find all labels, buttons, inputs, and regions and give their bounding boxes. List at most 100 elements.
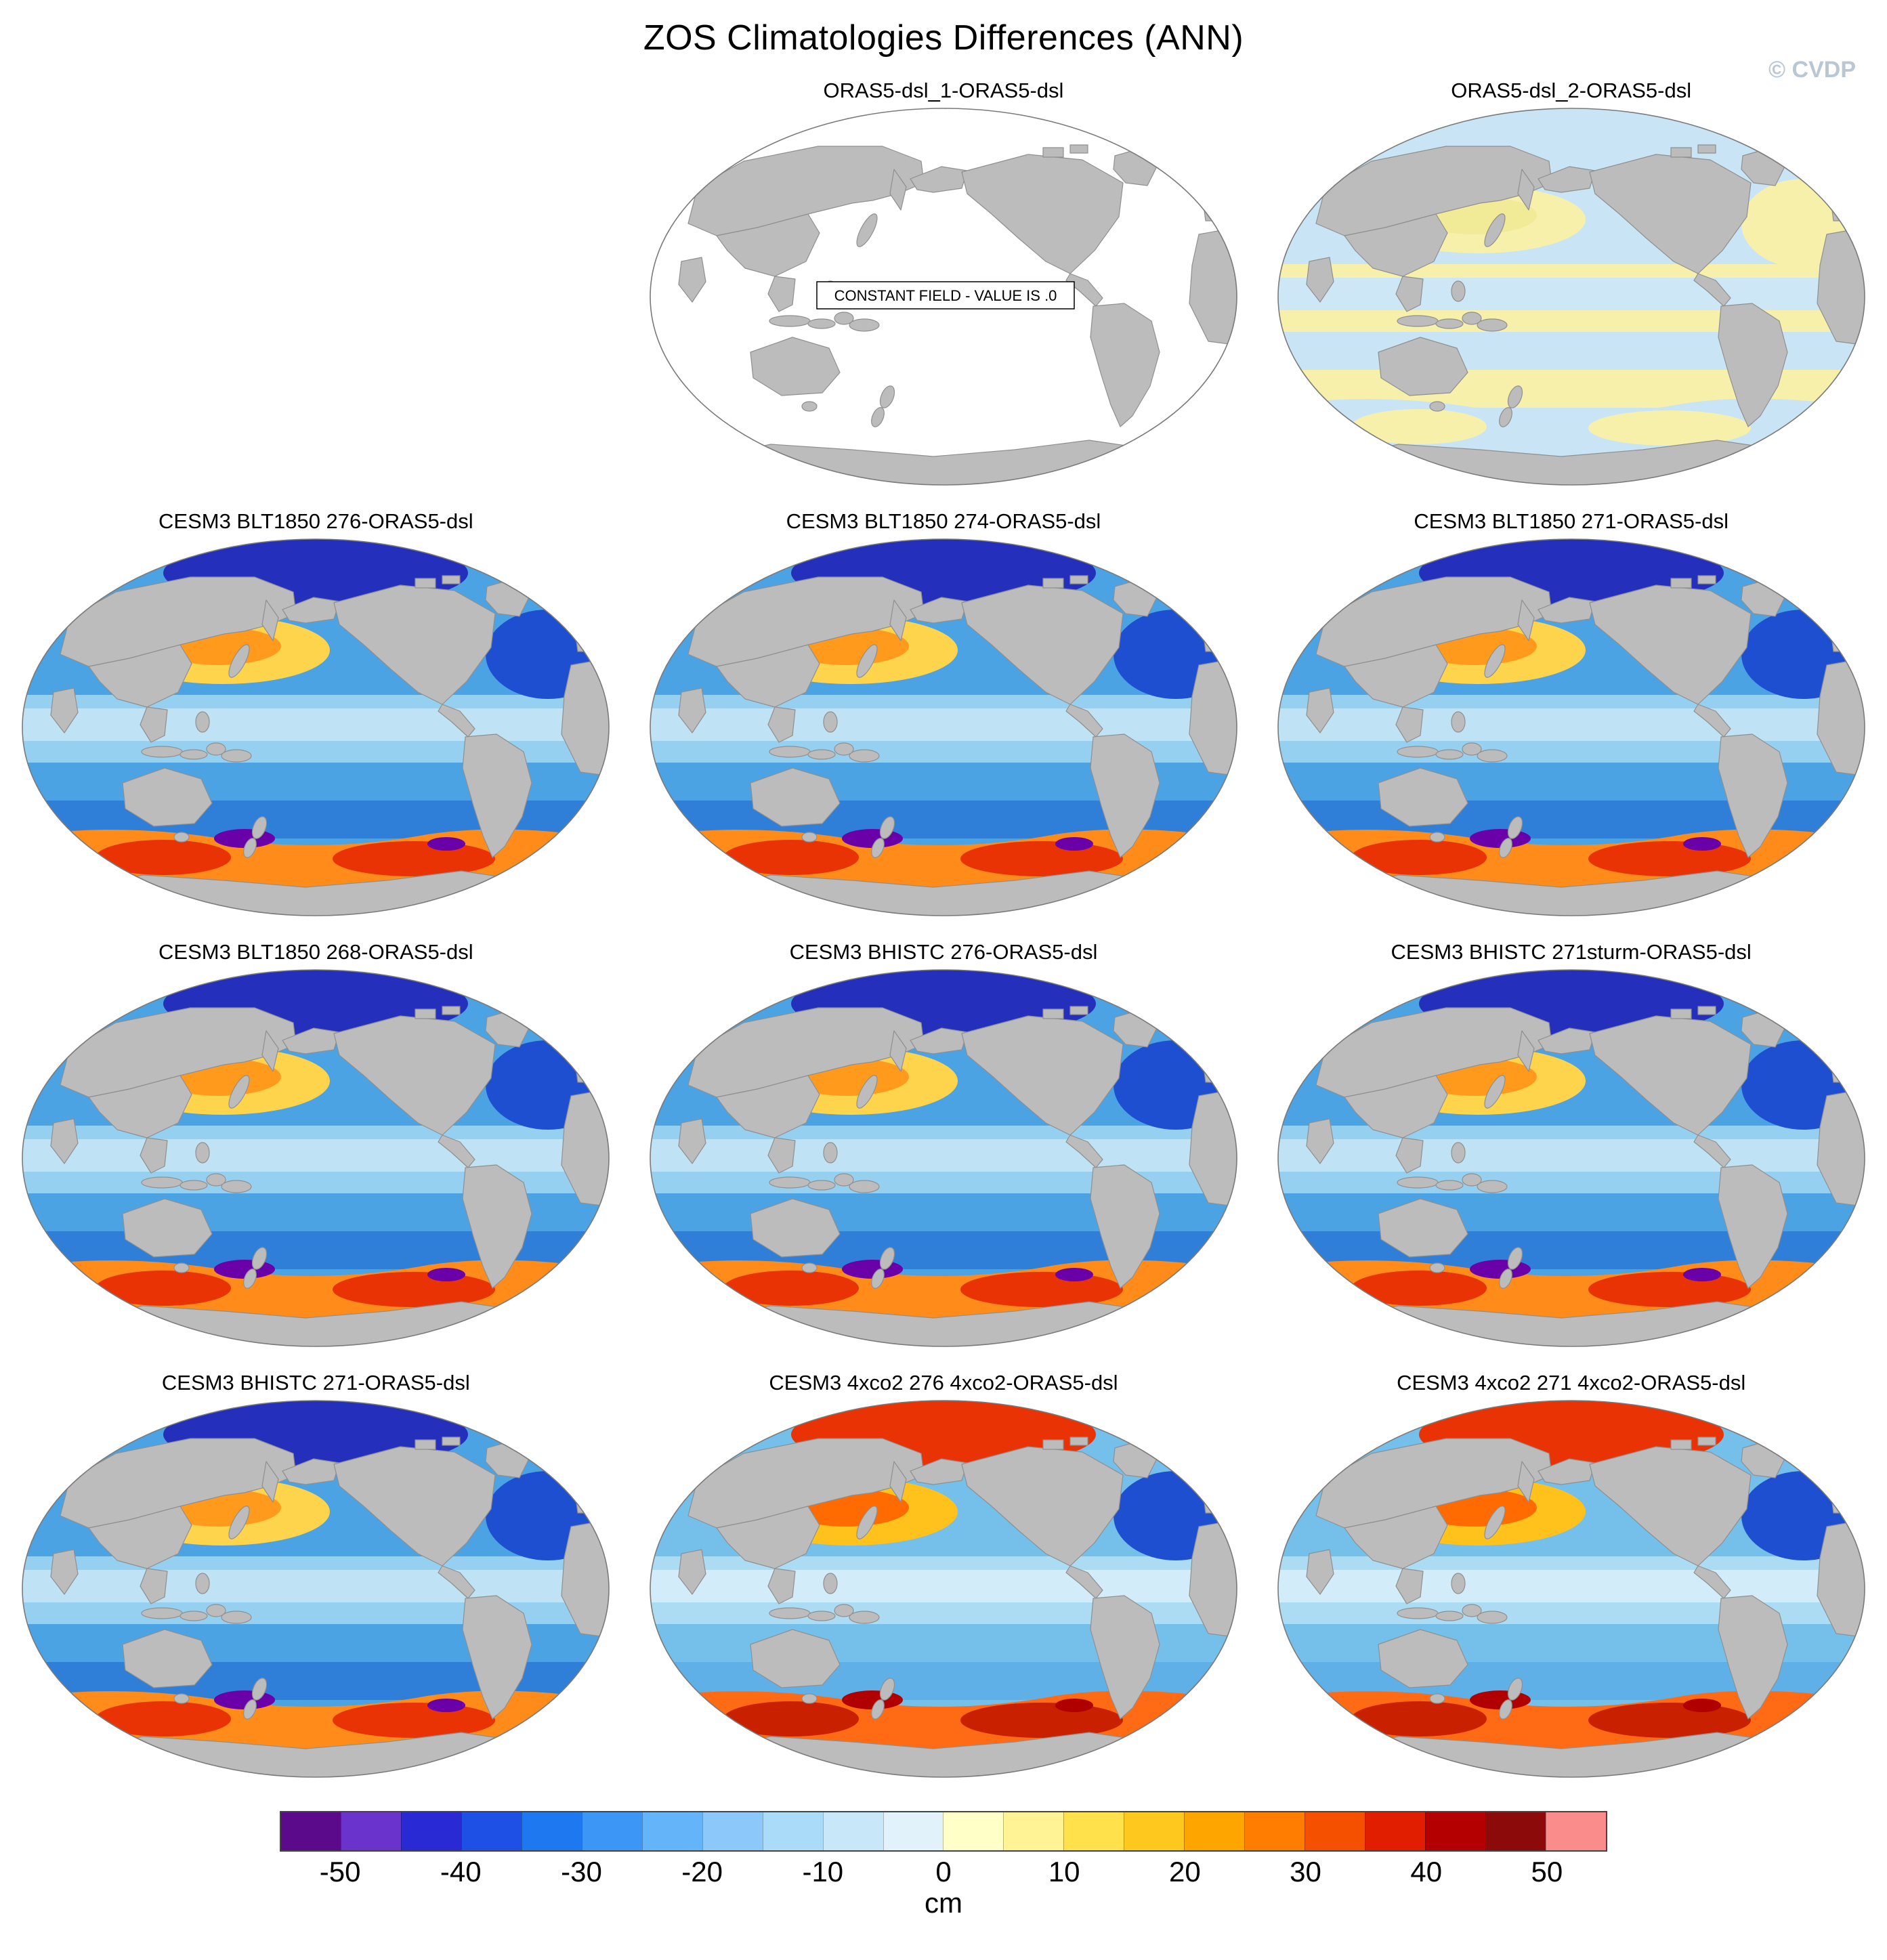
colorbar-segment xyxy=(581,1812,642,1850)
southern-hot-patch xyxy=(96,840,232,875)
colorbar-tick-label: 10 xyxy=(1048,1856,1080,1888)
colorbar-segment xyxy=(1305,1812,1365,1850)
map-outline xyxy=(22,1400,610,1778)
extreme-negative-spot xyxy=(214,1260,276,1279)
cvdp-watermark: © CVDP xyxy=(1768,57,1856,83)
colorbar-tick-label: -20 xyxy=(681,1856,723,1888)
southern-hot-patch xyxy=(1588,1703,1751,1738)
colorbar-segment xyxy=(461,1812,522,1850)
colorbar-segment xyxy=(1365,1812,1426,1850)
colorbar-segment xyxy=(521,1812,582,1850)
extreme-negative-spot xyxy=(427,1699,466,1712)
southern-hot-patch xyxy=(723,1271,859,1306)
colorbar-tick-label: 40 xyxy=(1410,1856,1443,1888)
southern-hot-patch xyxy=(96,1701,232,1737)
world-map: CONSTANT FIELD - VALUE IS .0 xyxy=(650,108,1237,486)
world-map xyxy=(1277,538,1865,916)
southern-hot-patch xyxy=(96,1271,232,1306)
extreme-negative-spot xyxy=(1055,837,1093,851)
panel-title: CESM3 BHISTC 271sturm-ORAS5-dsl xyxy=(1391,940,1752,964)
colorbar-segment xyxy=(1244,1812,1305,1850)
tropical-band xyxy=(22,708,610,741)
colorbar-segment xyxy=(943,1812,1004,1850)
colorbar-segment xyxy=(400,1812,461,1850)
southern-hot-patch xyxy=(333,841,496,876)
map-panel: CESM3 BLT1850 271-ORAS5-dsl xyxy=(1257,509,1885,917)
colorbar-tick-label: 20 xyxy=(1169,1856,1201,1888)
world-map xyxy=(22,969,610,1347)
extreme-negative-spot xyxy=(1055,1268,1093,1281)
map-panel: CESM3 BHISTC 271-ORAS5-dsl xyxy=(2,1371,630,1778)
panel-title: CESM3 BLT1850 274-ORAS5-dsl xyxy=(786,509,1101,533)
extreme-negative-spot xyxy=(1055,1699,1093,1712)
extreme-negative-spot xyxy=(841,1260,903,1279)
tropical-band xyxy=(22,1139,610,1172)
colorbar-tick-labels: -50 -40 -30 -20 -10 0 10 20 30 40 50 xyxy=(280,1852,1607,1888)
colorbar-segment xyxy=(822,1812,883,1850)
tropical-band xyxy=(650,708,1237,741)
colorbar-tick-label: 0 xyxy=(935,1856,952,1888)
colorbar-tick-label: -50 xyxy=(319,1856,361,1888)
colorbar-segment xyxy=(281,1812,341,1850)
colorbar-segment xyxy=(1063,1812,1124,1850)
extreme-negative-spot xyxy=(214,829,276,848)
colorbar-tick-label: 50 xyxy=(1531,1856,1563,1888)
extreme-negative-spot xyxy=(1682,1699,1721,1712)
world-map xyxy=(650,538,1237,916)
extreme-negative-spot xyxy=(841,1690,903,1709)
map-panel: ORAS5-dsl_2-ORAS5-dsl xyxy=(1257,79,1885,486)
panel-title: CESM3 BLT1850 276-ORAS5-dsl xyxy=(158,509,473,533)
map-outline xyxy=(650,108,1237,486)
colorbar: -50 -40 -30 -20 -10 0 10 20 30 40 50 cm xyxy=(280,1811,1607,1919)
world-map xyxy=(650,1400,1237,1778)
colorbar-tick-label: -30 xyxy=(561,1856,602,1888)
colorbar-segment xyxy=(1485,1812,1546,1850)
tropical-band xyxy=(1277,708,1865,741)
extreme-negative-spot xyxy=(1682,1268,1721,1281)
extreme-negative-spot xyxy=(1682,837,1721,851)
southern-hot-patch xyxy=(1351,840,1487,875)
panel-title: CESM3 BLT1850 271-ORAS5-dsl xyxy=(1414,509,1729,533)
map-panel: CESM3 BLT1850 274-ORAS5-dsl xyxy=(630,509,1258,917)
world-map xyxy=(22,1400,610,1778)
southern-hot-patch xyxy=(1351,1271,1487,1306)
map-panel: CESM3 BLT1850 276-ORAS5-dsl xyxy=(2,509,630,917)
southern-hot-patch xyxy=(333,1703,496,1738)
southern-hot-patch xyxy=(960,841,1123,876)
world-map xyxy=(22,538,610,916)
colorbar-segment xyxy=(702,1812,763,1850)
colorbar-segment xyxy=(1184,1812,1245,1850)
colorbar-tick-label: -40 xyxy=(440,1856,482,1888)
world-map xyxy=(1277,1400,1865,1778)
tropical-band xyxy=(22,1570,610,1602)
extreme-negative-spot xyxy=(1469,829,1531,848)
tropical-band xyxy=(1277,278,1865,310)
southern-hot-patch xyxy=(960,1703,1123,1738)
extreme-negative-spot xyxy=(214,1690,276,1709)
colorbar-segment xyxy=(1003,1812,1064,1850)
colorbar-segment xyxy=(1546,1812,1606,1850)
colorbar-segment xyxy=(1124,1812,1185,1850)
constant-field-note: CONSTANT FIELD - VALUE IS .0 xyxy=(816,281,1075,310)
map-outline xyxy=(650,538,1237,916)
map-panel: CESM3 4xco2 276 4xco2-ORAS5-dsl xyxy=(630,1371,1258,1778)
southern-hot-patch xyxy=(723,1701,859,1737)
colorbar-segment xyxy=(762,1812,823,1850)
panel-title: ORAS5-dsl_2-ORAS5-dsl xyxy=(1451,79,1692,102)
tropical-band xyxy=(1277,1570,1865,1602)
southern-hot-patch xyxy=(960,1272,1123,1307)
southern-hot-patch xyxy=(723,840,859,875)
panel-title: ORAS5-dsl_1-ORAS5-dsl xyxy=(823,79,1064,102)
southern-hot-patch xyxy=(1588,841,1751,876)
map-panel: CESM3 4xco2 271 4xco2-ORAS5-dsl xyxy=(1257,1371,1885,1778)
panel-title: CESM3 4xco2 276 4xco2-ORAS5-dsl xyxy=(769,1371,1118,1394)
extreme-negative-spot xyxy=(427,837,466,851)
extreme-negative-spot xyxy=(1469,1260,1531,1279)
extreme-negative-spot xyxy=(427,1268,466,1281)
map-outline xyxy=(650,1400,1237,1778)
tropical-band xyxy=(650,1570,1237,1602)
southern-hot-patch xyxy=(1588,410,1751,446)
world-map xyxy=(1277,108,1865,486)
map-outline xyxy=(1277,969,1865,1347)
extreme-negative-spot xyxy=(1469,1690,1531,1709)
